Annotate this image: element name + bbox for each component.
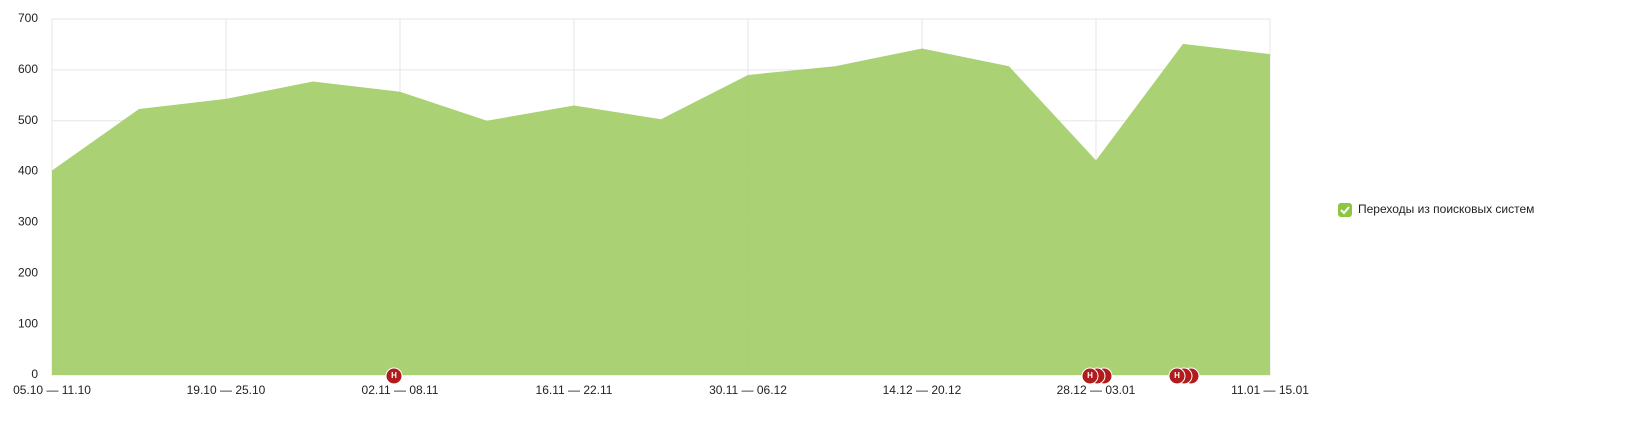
marker-label: Н — [1087, 371, 1093, 380]
x-tick-label: 05.10 — 11.10 — [13, 383, 91, 397]
marker-label: Н — [1174, 371, 1180, 380]
check-icon — [1340, 206, 1350, 215]
legend-checkbox[interactable] — [1338, 203, 1352, 217]
y-tick-label: 700 — [18, 11, 38, 25]
y-tick-label: 300 — [18, 215, 38, 229]
y-tick-label: 600 — [18, 62, 38, 76]
y-tick-label: 0 — [31, 367, 38, 381]
x-tick-label: 28.12 — 03.01 — [1057, 383, 1136, 397]
marker-label: Н — [391, 371, 397, 380]
area — [52, 43, 1270, 376]
marker-bubble — [1168, 367, 1186, 385]
y-tick-label: 500 — [18, 113, 38, 127]
x-tick-label: 11.01 — 15.01 — [1231, 383, 1309, 397]
marker-bubble — [1081, 367, 1099, 385]
event-marker[interactable]: Н — [1168, 367, 1200, 385]
x-tick-label: 30.11 — 06.12 — [709, 383, 787, 397]
x-tick-label: 19.10 — 25.10 — [187, 383, 266, 397]
marker-bubble — [385, 367, 403, 385]
x-tick-label: 02.11 — 08.11 — [362, 383, 439, 397]
y-tick-label: 400 — [18, 164, 38, 178]
x-tick-label: 16.11 — 22.11 — [536, 383, 613, 397]
event-marker[interactable]: Н — [1081, 367, 1113, 385]
y-tick-label: 200 — [18, 265, 38, 279]
legend[interactable]: Переходы из поисковых систем — [1338, 202, 1534, 217]
x-tick-label: 14.12 — 20.12 — [883, 383, 962, 397]
y-tick-label: 100 — [18, 316, 38, 330]
event-marker[interactable]: Н — [385, 367, 403, 385]
legend-label[interactable]: Переходы из поисковых систем — [1358, 202, 1534, 216]
